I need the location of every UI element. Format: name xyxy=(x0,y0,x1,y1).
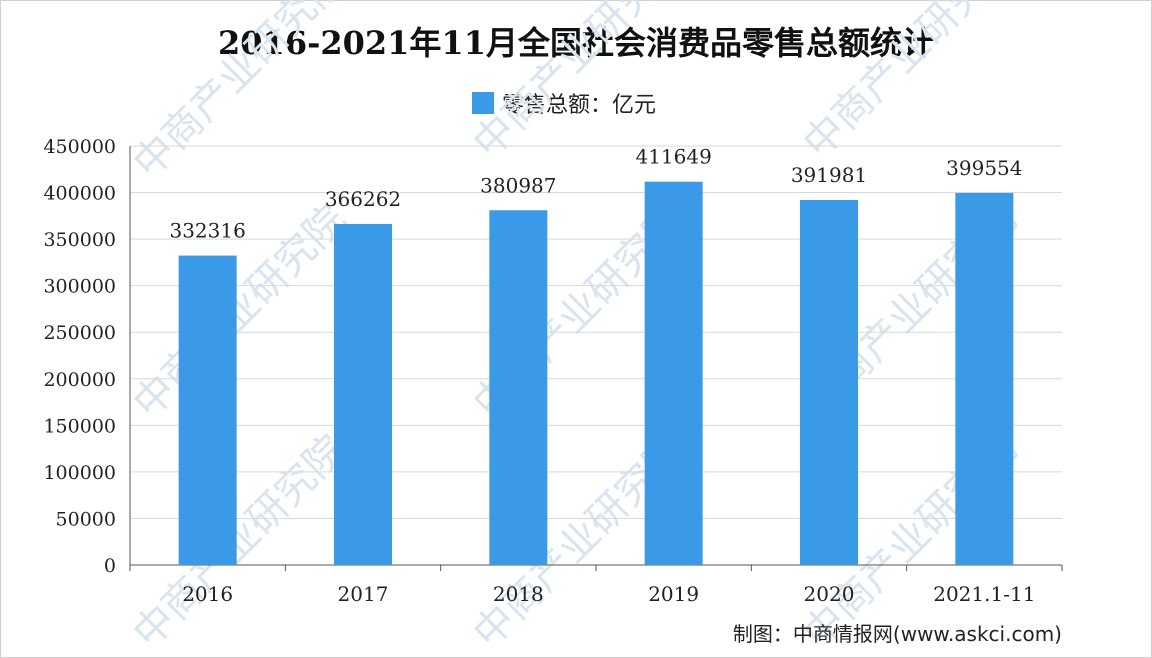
y-tick-label: 100000 xyxy=(43,462,116,484)
y-tick-label: 350000 xyxy=(43,229,116,251)
bar xyxy=(489,210,548,565)
y-tick-label: 400000 xyxy=(43,183,116,205)
x-tick-label: 2019 xyxy=(648,582,699,606)
x-tick-label: 2016 xyxy=(182,582,233,606)
y-tick-label: 300000 xyxy=(43,276,116,298)
x-tick-label: 2017 xyxy=(338,582,389,606)
y-tick-label: 250000 xyxy=(43,322,116,344)
y-tick-label: 450000 xyxy=(43,136,116,158)
data-label: 366262 xyxy=(325,187,401,211)
y-tick-label: 200000 xyxy=(43,369,116,391)
y-tick-label: 50000 xyxy=(56,508,116,530)
data-label: 380987 xyxy=(480,173,556,197)
x-tick-label: 2021.1-11 xyxy=(933,582,1035,606)
x-tick-label: 2018 xyxy=(493,582,544,606)
chart-title: 2016-2021年11月全国社会消费品零售总额统计 xyxy=(218,24,934,62)
data-label: 332316 xyxy=(169,219,245,243)
bar xyxy=(178,255,237,565)
data-label: 391981 xyxy=(791,163,867,187)
bar xyxy=(644,181,703,565)
credit-text: 制图：中商情报网(www.askci.com) xyxy=(732,622,1062,646)
bar xyxy=(955,192,1014,565)
legend: 零售总额：亿元 xyxy=(472,88,656,118)
bar xyxy=(800,200,858,565)
y-tick-label: 150000 xyxy=(43,415,116,437)
legend-swatch xyxy=(472,92,494,114)
bar xyxy=(334,223,392,566)
data-label: 399554 xyxy=(946,156,1022,180)
legend-label: 零售总额：亿元 xyxy=(502,93,657,118)
x-tick-label: 2020 xyxy=(804,582,855,606)
y-tick-label: 0 xyxy=(104,555,116,577)
data-label: 411649 xyxy=(635,145,711,169)
